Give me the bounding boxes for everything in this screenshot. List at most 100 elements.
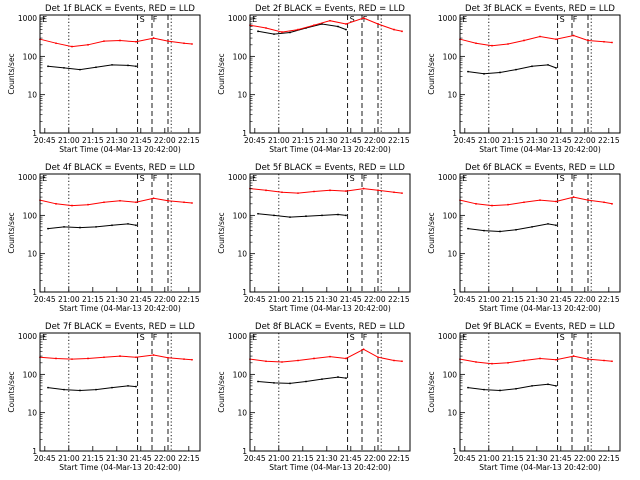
plot-frame [249,332,411,452]
data-point-events [531,225,533,228]
plot-frame [249,14,411,134]
data-point-events [273,214,275,217]
data-point-lld [393,28,395,31]
data-point-events [499,389,501,392]
y-tick-label: 1000 [438,173,457,182]
data-point-events [79,68,81,71]
x-tick-label: 21:45 [550,136,572,145]
x-tick-label: 22:00 [574,454,596,463]
data-point-events [111,386,113,389]
data-point-lld [313,357,315,360]
data-point-events [467,386,469,389]
series-line-lld [249,188,403,194]
data-point-events [499,230,501,233]
data-point-events [305,215,307,218]
data-point-lld [135,201,137,204]
x-tick-label: 21:30 [106,136,128,145]
y-tick-label: 100 [443,370,458,379]
x-tick-label: 21:00 [268,454,290,463]
data-point-events [289,216,291,219]
marker-label-e: E [42,333,47,342]
panel-title: Det 2f BLACK = Events, RED = LLD [255,4,405,14]
data-point-lld [135,40,137,43]
x-tick-label: 21:15 [502,295,524,304]
data-point-events [531,65,533,68]
series-line-lld [459,196,613,207]
x-tick-label: 21:00 [58,295,80,304]
data-point-events [95,225,97,228]
y-tick-label: 1 [452,288,457,297]
plot-frame [249,173,411,293]
panel-title: Det 9f BLACK = Events, RED = LLD [465,322,615,332]
x-tick-label: 22:15 [598,454,620,463]
x-tick-label: 22:00 [574,295,596,304]
x-tick-label: 21:00 [268,136,290,145]
panel-title: Det 8f BLACK = Events, RED = LLD [255,322,405,332]
data-point-lld [603,40,605,43]
data-point-events [337,25,339,28]
plot-frame [459,332,621,452]
marker-label-e: E [462,15,467,24]
data-point-events [257,212,259,215]
data-point-lld [55,202,57,205]
data-point-lld [507,361,509,364]
x-tick-label: 22:15 [598,295,620,304]
y-tick-label: 1 [452,447,457,456]
data-point-lld [611,41,613,44]
x-axis-label: Start Time (04-Mar-13 20:42:00) [59,304,181,313]
data-point-events [47,65,49,68]
data-point-events [79,389,81,392]
data-point-lld [611,360,613,363]
data-point-events [345,28,347,31]
data-point-lld [265,189,267,192]
data-point-lld [297,359,299,362]
data-point-events [555,66,557,69]
panel-title: Det 1f BLACK = Events, RED = LLD [45,4,195,14]
data-point-lld [475,202,477,205]
data-point-lld [87,43,89,46]
y-tick-label: 10 [447,91,457,100]
y-tick-label: 1000 [18,173,37,182]
marker-label-f: F [363,333,368,342]
data-point-lld [55,42,57,45]
data-point-events [555,384,557,387]
marker-label-e: E [252,333,257,342]
x-tick-label: 21:15 [502,454,524,463]
data-point-lld [475,361,477,363]
data-point-events [111,63,113,66]
y-tick-label: 10 [27,250,37,259]
x-tick-label: 22:00 [364,136,386,145]
y-tick-label: 1 [242,447,247,456]
x-tick-label: 21:15 [502,136,524,145]
y-tick-label: 1 [242,288,247,297]
y-tick-label: 1 [242,129,247,138]
data-point-lld [183,358,185,361]
x-tick-label: 21:45 [340,136,362,145]
x-tick-label: 21:15 [292,136,314,145]
data-point-lld [191,358,193,361]
marker-label-e: E [462,174,467,183]
marker-label-e: E [42,15,47,24]
data-point-lld [167,199,169,202]
y-tick-label: 100 [233,211,248,220]
data-point-events [483,229,485,232]
x-axis-label: Start Time (04-Mar-13 20:42:00) [479,145,601,154]
y-tick-label: 1 [32,129,37,138]
y-tick-label: 100 [233,370,248,379]
data-point-lld [555,200,557,203]
marker-label-s: S [140,174,145,183]
x-tick-label: 21:30 [316,295,338,304]
marker-label-s: S [560,174,565,183]
data-point-lld [611,202,613,205]
panel-title: Det 3f BLACK = Events, RED = LLD [465,4,615,14]
data-point-lld [297,192,299,195]
data-point-lld [393,191,395,194]
data-point-events [483,388,485,391]
panel-title: Det 6f BLACK = Events, RED = LLD [465,163,615,173]
data-point-events [289,382,291,385]
x-tick-label: 21:00 [58,454,80,463]
plot-frame [39,14,201,134]
